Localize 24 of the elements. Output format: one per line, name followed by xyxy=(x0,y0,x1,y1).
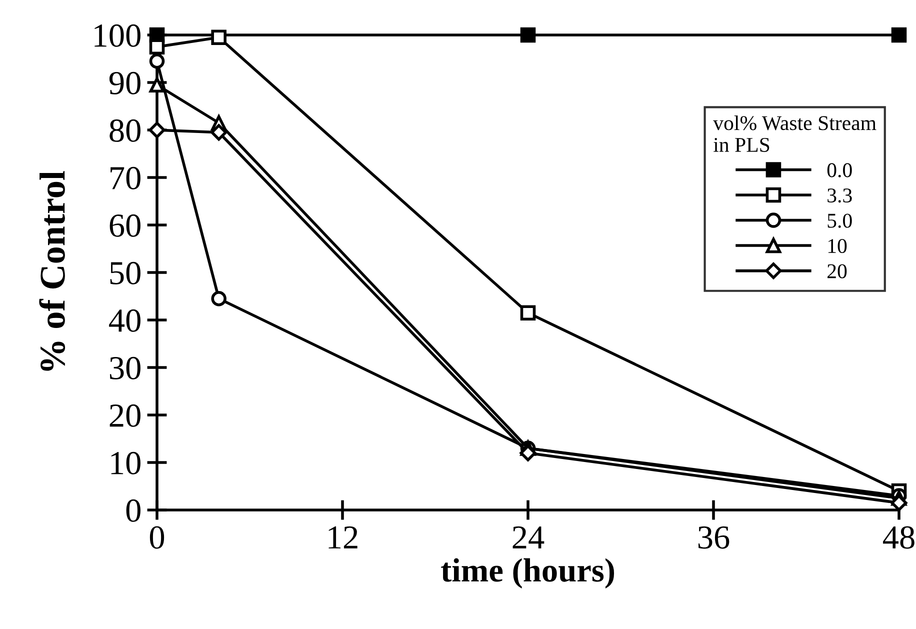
x-tick-label: 48 xyxy=(882,526,914,549)
y-tick-label: 30 xyxy=(110,356,140,380)
y-tick-label: 50 xyxy=(110,262,140,284)
y-tick-label: 90 xyxy=(109,72,140,94)
legend-label: 10 xyxy=(828,238,847,254)
y-tick-label: 100 xyxy=(94,24,140,47)
y-tick-label: 40 xyxy=(109,309,140,332)
y-tick-label: 70 xyxy=(110,166,140,190)
legend-label: 20 xyxy=(828,264,847,278)
x-tick-label: 36 xyxy=(698,526,730,549)
y-tick-label: 80 xyxy=(110,119,140,142)
y-tick-label: 10 xyxy=(111,452,140,474)
y-tick-label: 60 xyxy=(110,214,140,237)
legend-label: 5.0 xyxy=(828,214,852,228)
legend-title: vol% Waste Stream in PLS xyxy=(713,116,876,152)
y-tick-label: 0 xyxy=(126,499,140,522)
legend-label: 0.0 xyxy=(827,163,852,178)
x-tick-label: 24 xyxy=(512,526,544,548)
y-tick-label: 20 xyxy=(110,404,140,427)
legend-label: 3.3 xyxy=(828,188,852,203)
y-axis-title: % of Control xyxy=(39,171,66,371)
x-tick-label: 12 xyxy=(328,526,358,548)
x-tick-label: 0 xyxy=(150,526,164,549)
x-axis-title: time (hours) xyxy=(441,558,614,589)
